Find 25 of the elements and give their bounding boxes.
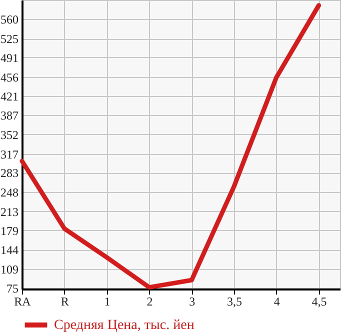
y-tick-label: 144	[0, 243, 18, 258]
x-tick-label: 1	[104, 294, 110, 308]
x-tick-label: 2	[146, 294, 153, 308]
line-series	[20, 3, 322, 290]
y-tick-label: 317	[0, 147, 18, 162]
y-tick-label: 525	[0, 32, 18, 46]
y-tick-label: 352	[0, 128, 18, 142]
x-tick-label: R	[60, 294, 69, 308]
x-tick-label: 4,5	[312, 294, 327, 308]
y-tick-label: 491	[0, 50, 18, 65]
y-tick-label: 560	[0, 12, 18, 27]
x-tick-label: 3	[189, 294, 196, 308]
y-tick-label: 421	[0, 90, 18, 104]
x-tick-label: 4	[274, 294, 280, 308]
x-tick-label: 3,5	[227, 294, 242, 308]
y-tick-label: 213	[0, 204, 18, 219]
y-tick-label: 179	[0, 224, 18, 238]
y-tick-label: 248	[0, 186, 18, 200]
y-tick-label: 75	[6, 281, 18, 296]
legend-label: Средняя Цена, тыс. йен	[54, 318, 195, 333]
y-tick-label: 109	[0, 262, 18, 277]
x-tick-label: RA	[14, 294, 32, 308]
y-tick-label: 456	[0, 70, 18, 84]
y-tick-label: 283	[0, 166, 18, 180]
y-tick-label: 387	[0, 108, 18, 123]
